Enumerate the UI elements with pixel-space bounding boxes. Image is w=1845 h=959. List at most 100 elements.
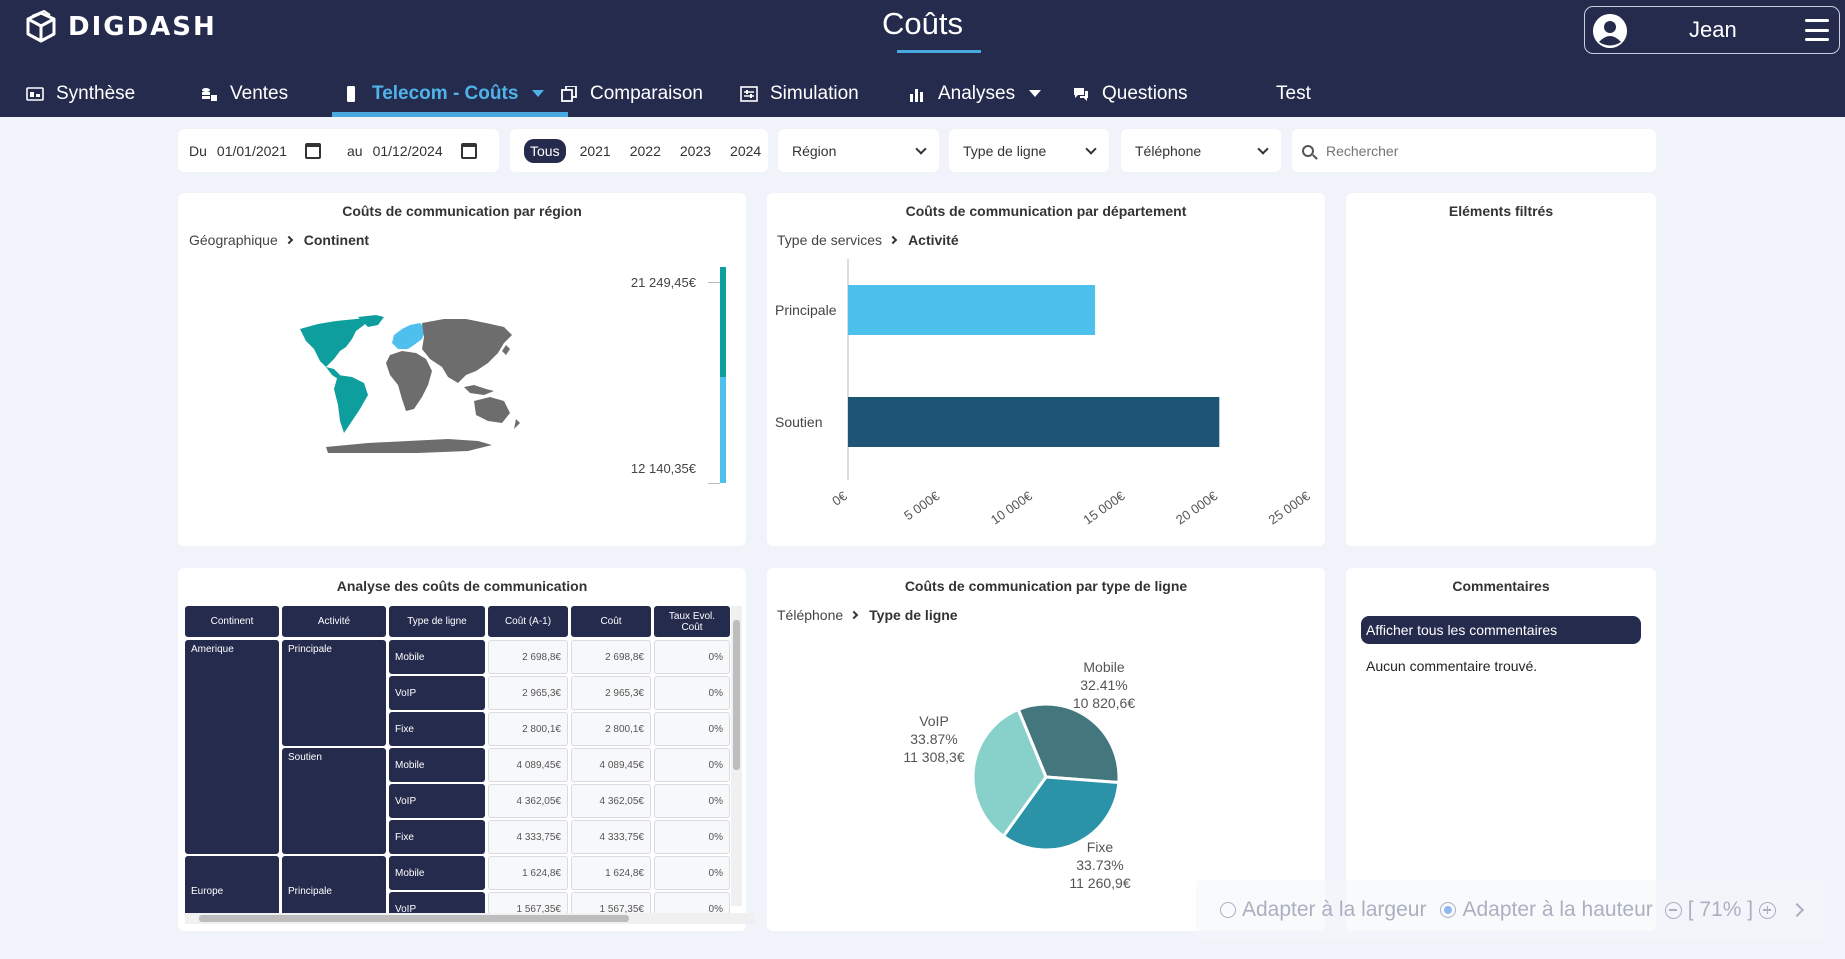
year-option-2021[interactable]: 2021 [579, 142, 611, 159]
search-input[interactable] [1326, 142, 1626, 159]
chevron-right-icon [284, 235, 293, 245]
tab-label: Simulation [770, 82, 859, 104]
world-map[interactable] [298, 313, 538, 458]
row-header-activity: Principale [282, 640, 386, 746]
breadcrumb-parent[interactable]: Téléphone [777, 607, 844, 623]
fit-width-label[interactable]: Adapter à la largeur [1242, 898, 1427, 921]
no-comments-text: Aucun commentaire trouvé. [1366, 658, 1538, 674]
breadcrumb-parent[interactable]: Géographique [189, 232, 278, 248]
map-region-antarctica [326, 439, 492, 453]
pie-slice-fixe[interactable] [1001, 775, 1121, 852]
fit-height-label[interactable]: Adapter à la hauteur [1462, 898, 1653, 921]
map-region-oceania [474, 397, 510, 423]
date-from-label: Du [189, 142, 207, 159]
logo[interactable]: DIGDASH [24, 10, 217, 44]
column-header[interactable]: Taux Evol. Coût [654, 606, 730, 637]
map-region-asia [422, 319, 512, 383]
telephone-dropdown[interactable]: Téléphone [1121, 129, 1281, 172]
table-cell: 2 965,3€ [571, 676, 651, 710]
tab-label: Ventes [230, 82, 289, 104]
column-header[interactable]: Activité [282, 606, 386, 637]
calendar-icon[interactable] [460, 142, 477, 159]
tab-comparaison[interactable]: Comparaison [560, 70, 703, 117]
table-cell: 4 333,75€ [571, 820, 651, 854]
bar-principale[interactable] [848, 285, 1096, 335]
fit-height-radio[interactable] [1440, 902, 1457, 918]
year-option-2024[interactable]: 2024 [730, 142, 762, 159]
region-dropdown[interactable]: Région [778, 129, 939, 172]
bar-soutien[interactable] [848, 397, 1220, 447]
chevron-right-icon[interactable] [1790, 902, 1805, 918]
panel-region-costs: Coûts de communication par région Géogra… [178, 193, 746, 546]
calendar-icon[interactable] [304, 142, 321, 159]
date-from-input[interactable]: 01/01/2021 [216, 142, 287, 159]
zoom-in-icon[interactable] [1759, 901, 1777, 919]
pie-slice-voip[interactable] [971, 707, 1048, 839]
tab-test[interactable]: Test [1276, 70, 1311, 117]
x-tick-label: 25 000€ [1266, 488, 1314, 528]
tab-analyses[interactable]: Analyses [908, 70, 1042, 117]
panel-title: Coûts de communication par type de ligne [904, 578, 1188, 594]
user-menu[interactable]: Jean [1584, 6, 1840, 54]
tab-label: Questions [1102, 82, 1188, 104]
column-header[interactable]: Coût [571, 606, 651, 637]
breadcrumb: Téléphone Type de ligne [777, 607, 958, 623]
copy-icon [561, 85, 577, 102]
row-header-type: VoIP [389, 676, 485, 710]
breadcrumb: Géographique Continent [189, 232, 369, 248]
tab-simulation[interactable]: Simulation [740, 70, 859, 117]
horizontal-scrollbar[interactable] [185, 913, 755, 924]
panel-title: Eléments filtrés [1448, 203, 1554, 219]
tab-telecom-couts[interactable]: Telecom - Coûts [331, 70, 569, 117]
table-cell: 4 362,05€ [571, 784, 651, 818]
panel-cost-analysis-table: Analyse des coûts de communication Conti… [178, 568, 755, 931]
table-cell: 0% [654, 748, 730, 782]
tab-ventes[interactable]: Ventes [200, 70, 288, 117]
year-option-2022[interactable]: 2022 [629, 142, 661, 159]
row-header-type: Fixe [389, 712, 485, 746]
show-all-comments-button[interactable]: Afficher tous les commentaires [1361, 616, 1641, 644]
map-region-japan [502, 345, 510, 355]
search-icon [1302, 144, 1314, 157]
table-cell: 2 698,8€ [571, 640, 651, 674]
chevron-down-icon [1029, 90, 1042, 97]
row-header-activity: Soutien [282, 748, 386, 854]
breadcrumb-parent[interactable]: Type de services [777, 232, 883, 248]
breadcrumb: Type de services Activité [777, 232, 959, 248]
table-cell: 4 333,75€ [488, 820, 568, 854]
main-nav: Synthèse Ventes Telecom - Coûts Comparai… [0, 70, 1845, 117]
column-header[interactable]: Type de ligne [389, 606, 485, 637]
pie-label: Mobile [1083, 659, 1124, 675]
tab-questions[interactable]: Questions [1072, 70, 1188, 117]
table-cell: 4 089,45€ [571, 748, 651, 782]
pie-slice-mobile[interactable] [1016, 702, 1121, 785]
year-option-tous[interactable]: Tous [524, 138, 566, 163]
tab-synthese[interactable]: Synthèse [26, 70, 135, 117]
map-region-central-america [326, 367, 340, 379]
vertical-scrollbar[interactable] [731, 606, 742, 906]
telephone-dropdown-label: Téléphone [1135, 142, 1202, 159]
page-title: Coûts [882, 6, 963, 41]
panel-title: Commentaires [1452, 578, 1550, 594]
column-header[interactable]: Coût (A-1) [488, 606, 568, 637]
scrollbar-thumb[interactable] [199, 915, 629, 922]
scrollbar-thumb[interactable] [733, 620, 740, 770]
coins-icon [202, 87, 217, 101]
type-ligne-dropdown[interactable]: Type de ligne [949, 129, 1109, 172]
menu-burger-icon[interactable] [1805, 19, 1829, 41]
fit-width-radio[interactable] [1220, 902, 1236, 918]
pie-label: 32.41% [1080, 677, 1127, 693]
table-cell: 1 567,35€ [488, 892, 568, 914]
table-cell: 1 567,35€ [571, 892, 651, 914]
breadcrumb-current: Continent [303, 232, 370, 248]
year-option-2023[interactable]: 2023 [679, 142, 712, 159]
column-header[interactable]: Continent [185, 606, 279, 637]
x-tick-label: 5 000€ [901, 488, 943, 524]
x-tick-label: 20 000€ [1173, 488, 1221, 528]
date-to-input[interactable]: 01/12/2024 [372, 142, 443, 159]
logo-cube-icon [26, 10, 56, 43]
pie-label: 11 260,9€ [1069, 875, 1130, 891]
zoom-out-icon[interactable] [1664, 901, 1682, 919]
tab-label: Comparaison [590, 82, 703, 104]
tab-label: Analyses [938, 82, 1016, 104]
